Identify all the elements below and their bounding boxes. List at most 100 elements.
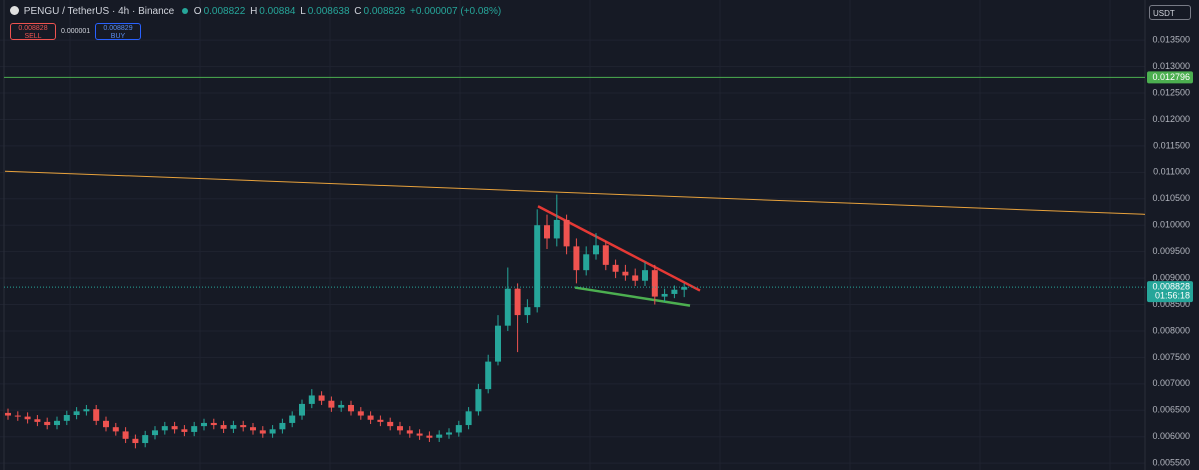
y-tick-label: 0.006500 [1152,405,1190,415]
y-tick-label: 0.007500 [1152,352,1190,362]
candle-body [259,430,266,434]
candle-body [642,270,648,281]
candle-body [348,404,354,412]
symbol-icon [10,6,19,15]
change: +0.000007 (+0.08%) [410,6,502,17]
candle-body [122,431,129,439]
candle-body [250,427,256,431]
candle-body [161,426,168,431]
y-tick-label: 0.006000 [1152,431,1190,441]
candle-body [524,307,531,316]
y-tick-label: 0.010000 [1152,220,1190,230]
candle-body [328,400,335,408]
candle-body [181,429,188,432]
price-label: 0.012796 [1152,72,1190,82]
price-label-bg [1147,71,1193,84]
candle-body [465,411,472,426]
candle-body [495,325,501,362]
ohlc-value: 0.008822 [203,6,246,17]
y-tick-label: 0.011500 [1153,140,1190,150]
candle-body [83,409,90,412]
candle-body [593,245,599,255]
y-tick-label: 0.007000 [1152,378,1190,388]
status-dot [182,8,188,14]
ohlc-key: L [300,6,306,17]
candle-body [210,422,217,426]
y-tick-label: 0.013500 [1152,35,1190,45]
y-tick-label: 0.008500 [1152,299,1190,309]
candle-body [632,275,639,281]
candle-body [357,411,364,416]
candle-body [142,435,149,444]
candle-body [5,412,11,416]
candle-body [661,293,668,297]
candle-body [318,395,325,401]
candle-body [563,219,570,247]
candle-body [279,422,286,430]
sell-price: 0.008828 [18,25,48,32]
candle-body [671,289,678,294]
y-tick-label: 0.012000 [1152,114,1190,124]
candle-body [201,422,207,427]
candle-body [132,438,139,444]
candle-body [73,411,80,416]
candle-body [622,271,629,276]
ohlc-key: H [250,6,258,17]
candle-body [446,432,452,435]
candle-body [406,430,413,434]
candle-body [573,246,580,271]
y-tick-label: 0.011000 [1153,167,1190,177]
y-tick-label: 0.005500 [1152,458,1190,468]
candle-body [54,420,60,426]
candle-body [240,425,247,428]
countdown: 01:56:18 [1155,291,1190,301]
symbol[interactable]: PENGU / TetherUS · 4h · Binance [23,6,175,17]
candle-body [612,264,619,272]
candle-body [436,434,443,438]
buy-button[interactable]: 0.008829 BUY [95,23,141,40]
candle-body [191,426,198,432]
candle-body [14,415,21,417]
candle-body [63,415,70,421]
candle-body [34,419,41,422]
candle-body [475,389,482,412]
trend-line [4,170,1146,215]
ohlc-key: O [193,6,202,17]
currency-select[interactable]: USDT [1149,5,1191,20]
y-tick-label: 0.012500 [1152,87,1190,97]
sell-button[interactable]: 0.008828 SELL [10,23,56,40]
current-price: 0.008828 [1152,282,1190,292]
candle-body [681,287,688,290]
candle-body [544,225,550,239]
candle-body [583,254,590,271]
candle-body [44,421,51,426]
spread: 0.000001 [61,28,91,35]
y-tick-label: 0.013000 [1152,61,1190,71]
candle-body [534,225,541,308]
ohlc-value: 0.008828 [363,6,406,17]
ohlc-value: 0.008638 [307,6,350,17]
candle-body [651,270,658,297]
candle-body [426,435,433,438]
candle-body [338,404,345,408]
candle-body [553,219,560,239]
candle-body [24,416,31,420]
candle-body [171,426,178,430]
candle-body [299,403,305,416]
candle-body [103,420,109,428]
candle-body [367,415,374,420]
candle-body [230,425,237,429]
candle-body [308,395,315,404]
candle-body [152,430,158,436]
candle-body [289,415,296,423]
candle-body [504,288,511,326]
ohlc-key: C [354,6,362,17]
y-tick-label: 0.010500 [1152,193,1190,203]
candle-body [602,245,609,265]
candle-body [93,409,100,421]
y-tick-label: 0.008000 [1152,325,1190,335]
candle-body [397,426,403,431]
buy-label: BUY [110,33,126,40]
